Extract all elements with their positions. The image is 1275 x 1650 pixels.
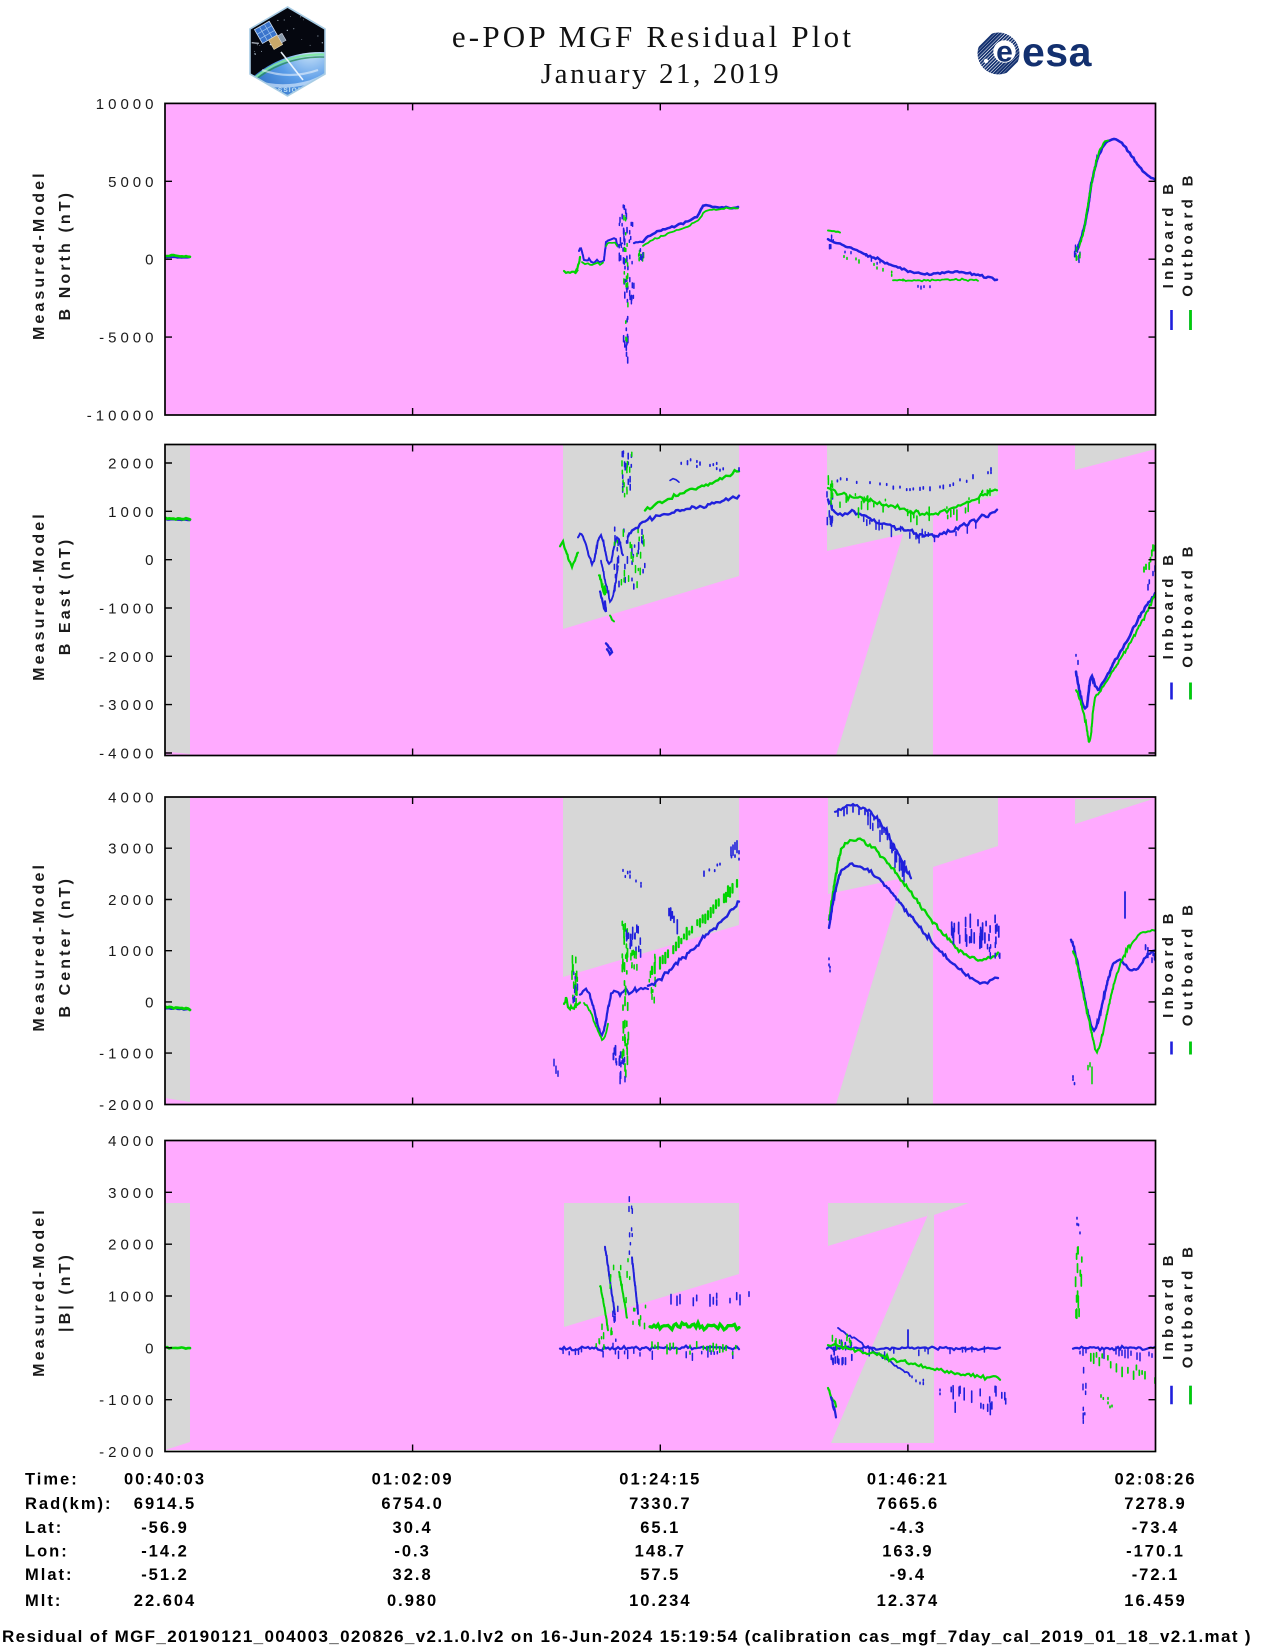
svg-text:Mlat:: Mlat: bbox=[25, 1566, 74, 1584]
svg-text:22.604: 22.604 bbox=[134, 1592, 196, 1610]
svg-text:esa: esa bbox=[1022, 29, 1093, 75]
svg-text:Outboard B: Outboard B bbox=[1180, 542, 1197, 668]
svg-text:Mlt:: Mlt: bbox=[25, 1592, 62, 1610]
svg-text:-72.1: -72.1 bbox=[1132, 1566, 1180, 1584]
svg-text:4000: 4000 bbox=[108, 1133, 157, 1150]
svg-text:148.7: 148.7 bbox=[635, 1543, 686, 1561]
svg-text:-5000: -5000 bbox=[99, 330, 157, 347]
svg-text:2000: 2000 bbox=[108, 892, 157, 909]
svg-text:Rad(km):: Rad(km): bbox=[25, 1495, 113, 1513]
svg-text:0: 0 bbox=[145, 1340, 157, 1357]
svg-text:57.5: 57.5 bbox=[640, 1566, 680, 1584]
svg-text:0: 0 bbox=[145, 994, 157, 1011]
svg-text:163.9: 163.9 bbox=[882, 1543, 933, 1561]
svg-text:-1000: -1000 bbox=[99, 1392, 157, 1409]
svg-text:10.234: 10.234 bbox=[629, 1592, 691, 1610]
svg-text:01:02:09: 01:02:09 bbox=[372, 1471, 454, 1489]
svg-text:B East (nT): B East (nT) bbox=[57, 537, 74, 656]
svg-text:-2000: -2000 bbox=[99, 649, 157, 666]
svg-text:16.459: 16.459 bbox=[1124, 1592, 1186, 1610]
svg-text:Inboard B: Inboard B bbox=[1160, 551, 1177, 660]
svg-text:01:24:15: 01:24:15 bbox=[619, 1471, 701, 1489]
svg-text:Outboard B: Outboard B bbox=[1180, 901, 1197, 1027]
svg-text:3000: 3000 bbox=[108, 841, 157, 858]
svg-text:Residual of MGF_20190121_00400: Residual of MGF_20190121_004003_020826_v… bbox=[2, 1627, 1252, 1646]
svg-text:1000: 1000 bbox=[108, 943, 157, 960]
svg-text:|B| (nT): |B| (nT) bbox=[57, 1252, 74, 1332]
svg-text:0: 0 bbox=[145, 552, 157, 569]
svg-text:-51.2: -51.2 bbox=[141, 1566, 189, 1584]
svg-text:Inboard B: Inboard B bbox=[1160, 909, 1177, 1018]
svg-text:4000: 4000 bbox=[108, 790, 157, 807]
svg-text:B North (nT): B North (nT) bbox=[57, 190, 74, 321]
svg-text:10000: 10000 bbox=[96, 96, 158, 113]
svg-text:-4000: -4000 bbox=[99, 746, 157, 763]
svg-text:3000: 3000 bbox=[108, 1185, 157, 1202]
svg-text:7278.9: 7278.9 bbox=[1124, 1495, 1186, 1513]
svg-text:-9.4: -9.4 bbox=[890, 1566, 926, 1584]
svg-text:CASSIOPE: CASSIOPE bbox=[266, 87, 308, 94]
svg-text:Measured-Model: Measured-Model bbox=[31, 170, 48, 340]
svg-text:Time:: Time: bbox=[25, 1471, 79, 1489]
svg-text:Measured-Model: Measured-Model bbox=[31, 1207, 48, 1377]
svg-text:-1000: -1000 bbox=[99, 1046, 157, 1063]
svg-text:6914.5: 6914.5 bbox=[134, 1495, 196, 1513]
svg-text:-0.3: -0.3 bbox=[394, 1543, 430, 1561]
svg-text:30.4: 30.4 bbox=[393, 1519, 433, 1537]
svg-text:0: 0 bbox=[145, 252, 157, 269]
svg-text:65.1: 65.1 bbox=[640, 1519, 680, 1537]
svg-text:-73.4: -73.4 bbox=[1132, 1519, 1180, 1537]
svg-text:6754.0: 6754.0 bbox=[381, 1495, 443, 1513]
svg-text:-1000: -1000 bbox=[99, 601, 157, 618]
svg-text:7665.6: 7665.6 bbox=[877, 1495, 939, 1513]
svg-text:B Center (nT): B Center (nT) bbox=[57, 876, 74, 1018]
svg-text:-170.1: -170.1 bbox=[1126, 1543, 1185, 1561]
svg-text:e: e bbox=[996, 36, 1013, 69]
svg-text:2000: 2000 bbox=[108, 456, 157, 473]
svg-text:01:46:21: 01:46:21 bbox=[867, 1471, 949, 1489]
svg-text:02:08:26: 02:08:26 bbox=[1114, 1471, 1196, 1489]
svg-text:12.374: 12.374 bbox=[877, 1592, 939, 1610]
svg-text:Lat:: Lat: bbox=[25, 1519, 63, 1537]
svg-text:-14.2: -14.2 bbox=[141, 1543, 189, 1561]
svg-text:0.980: 0.980 bbox=[387, 1592, 438, 1610]
svg-text:e-POP MGF Residual Plot: e-POP MGF Residual Plot bbox=[452, 19, 854, 54]
svg-text:Outboard B: Outboard B bbox=[1180, 1243, 1197, 1369]
svg-text:2000: 2000 bbox=[108, 1237, 157, 1254]
svg-text:-2000: -2000 bbox=[99, 1097, 157, 1114]
svg-text:-10000: -10000 bbox=[87, 408, 158, 425]
svg-text:January 21, 2019: January 21, 2019 bbox=[541, 58, 782, 90]
svg-text:Measured-Model: Measured-Model bbox=[31, 511, 48, 681]
svg-text:5000: 5000 bbox=[108, 174, 157, 191]
svg-text:1000: 1000 bbox=[108, 504, 157, 521]
svg-text:Outboard B: Outboard B bbox=[1180, 171, 1197, 297]
svg-text:-2000: -2000 bbox=[99, 1444, 157, 1461]
svg-text:32.8: 32.8 bbox=[393, 1566, 433, 1584]
svg-text:1000: 1000 bbox=[108, 1289, 157, 1306]
svg-text:Measured-Model: Measured-Model bbox=[31, 862, 48, 1032]
svg-text:-56.9: -56.9 bbox=[141, 1519, 189, 1537]
svg-text:-3000: -3000 bbox=[99, 697, 157, 714]
svg-text:7330.7: 7330.7 bbox=[629, 1495, 691, 1513]
svg-text:Lon:: Lon: bbox=[25, 1543, 69, 1561]
svg-text:00:40:03: 00:40:03 bbox=[124, 1471, 206, 1489]
svg-text:Inboard B: Inboard B bbox=[1160, 180, 1177, 289]
svg-text:Inboard B: Inboard B bbox=[1160, 1251, 1177, 1360]
svg-text:-4.3: -4.3 bbox=[890, 1519, 926, 1537]
